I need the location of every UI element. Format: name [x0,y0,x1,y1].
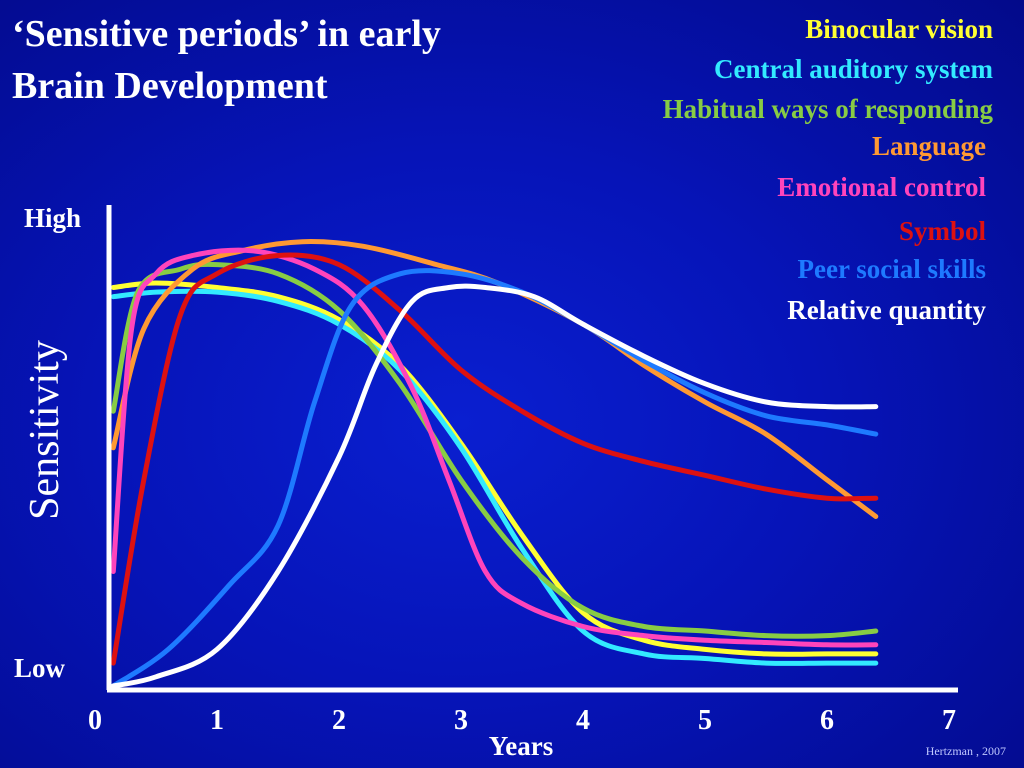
x-tick-label-0: 0 [88,705,102,736]
title-line-2: Brain Development [12,65,328,107]
series-line-habitual-ways-of-responding [110,261,879,639]
series-line-binocular-vision [110,280,879,657]
x-tick-label-7: 7 [942,705,956,736]
series-line-emotional-control [110,247,879,648]
title-line-1: ‘Sensitive periods’ in early [12,13,441,55]
x-tick-label-5: 5 [698,705,712,736]
source-credit: Hertzman , 2007 [925,744,1006,758]
series-line-symbol [110,252,879,666]
y-high-label: High [24,203,82,233]
x-tick-label-1: 1 [210,705,224,736]
series-line-relative-quantity [110,283,879,689]
x-tick-label-3: 3 [454,705,468,736]
series-line-central-auditory-system [110,288,879,666]
y-low-label: Low [14,653,66,683]
x-tick-label-6: 6 [820,705,834,736]
chart-curves [110,239,879,689]
x-tick-label-4: 4 [576,705,590,736]
x-tick-label-2: 2 [332,705,346,736]
chart-title: ‘Sensitive periods’ in early Brain Devel… [12,8,441,112]
series-line-peer-social-skills [110,268,879,689]
x-axis-title: Years [488,731,554,761]
